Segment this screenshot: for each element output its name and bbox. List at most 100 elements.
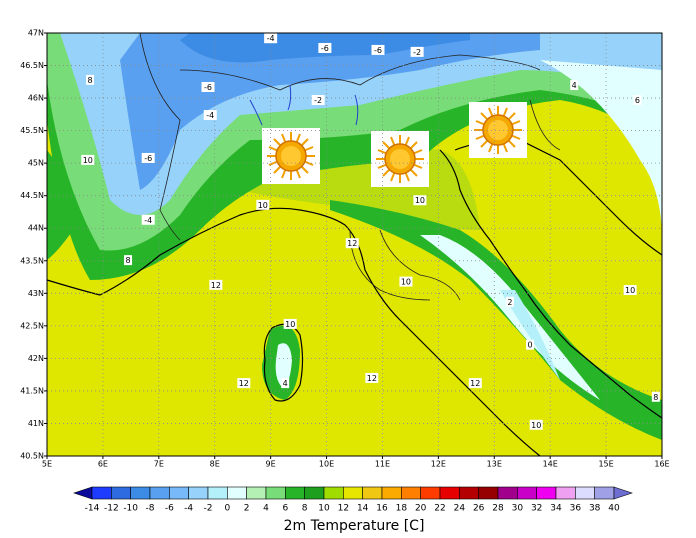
colorbar-label: 26: [473, 504, 485, 514]
colorbar-swatch: [439, 486, 460, 500]
contour-label: -6: [204, 83, 212, 92]
contour-label-box: [505, 296, 514, 307]
contour-label: -4: [267, 34, 275, 43]
contour-label: 10: [401, 278, 411, 287]
contour-label: 12: [211, 281, 221, 290]
contour-label-box: [410, 46, 424, 57]
y-tick-label: 44N: [28, 224, 44, 233]
contour-label-box: [283, 318, 297, 329]
colorbar-swatch: [536, 486, 557, 500]
contour-label-box: [468, 378, 482, 389]
colorbar-swatch: [149, 486, 170, 500]
y-tick-label: 40.5N: [20, 452, 44, 461]
contour-label: 12: [239, 379, 249, 388]
x-tick-label: 13E: [487, 460, 502, 469]
contour-label: 10: [625, 286, 635, 295]
contour-label: 10: [531, 421, 541, 430]
colorbar-label: -10: [123, 504, 138, 514]
y-tick-label: 43.5N: [20, 256, 44, 265]
colorbar-label: 2: [244, 504, 250, 514]
contour-label-box: [526, 339, 535, 350]
contour-label-box: [311, 95, 325, 106]
contour-label-box: [201, 82, 215, 93]
contour-label-box: [141, 152, 155, 163]
colorbar-swatch: [362, 486, 383, 500]
colorbar-label: -12: [104, 504, 119, 514]
colorbar-swatch: [130, 486, 151, 500]
colorbar-swatch: [420, 486, 441, 500]
x-tick-label: 5E: [42, 460, 52, 469]
colorbar-swatch: [497, 486, 518, 500]
contour-label-box: [651, 391, 660, 402]
colorbar-swatch: [91, 486, 112, 500]
contour-label-box: [318, 42, 332, 53]
contour-label-box: [237, 378, 251, 389]
x-tick-label: 9E: [266, 460, 276, 469]
colorbar-label: 32: [531, 504, 542, 514]
colorbar-label: 24: [454, 504, 466, 514]
colorbar-swatch: [343, 486, 363, 500]
colorbar-swatch: [111, 486, 131, 500]
contour-label: 10: [285, 320, 295, 329]
colorbar-swatch: [381, 486, 402, 500]
contour-label-box: [141, 214, 155, 225]
colorbar-swatch: [169, 486, 189, 500]
y-tick-label: 47N: [28, 29, 44, 38]
x-tick-label: 12E: [431, 460, 446, 469]
colorbar-label: -4: [184, 504, 193, 514]
colorbar-swatch: [555, 486, 576, 500]
colorbar-label: -2: [204, 504, 213, 514]
contour-label: -2: [413, 48, 421, 57]
contour-label-box: [399, 276, 413, 287]
y-tick-label: 46N: [28, 94, 44, 103]
contour-label: -6: [374, 46, 382, 55]
contour-label-box: [365, 372, 379, 383]
contour-label: 4: [283, 379, 288, 388]
contour-label: 2: [507, 298, 512, 307]
contour-label-box: [570, 80, 579, 91]
contour-label: 10: [415, 196, 425, 205]
x-tick-label: 10E: [319, 460, 334, 469]
y-tick-label: 43N: [28, 289, 44, 298]
y-tick-label: 42.5N: [20, 321, 44, 330]
colorbar-label: 34: [550, 504, 562, 514]
colorbar-label: 36: [570, 504, 582, 514]
contour-label-box: [529, 419, 543, 430]
colorbar-label: 18: [396, 504, 408, 514]
contour-label-box: [281, 378, 290, 389]
colorbar-swatch: [246, 486, 267, 500]
contour-label-box: [264, 33, 278, 44]
contour-label: 12: [367, 374, 377, 383]
colorbar-swatch: [285, 486, 305, 500]
colorbar-swatch: [517, 486, 537, 500]
contour-label-box: [371, 44, 385, 55]
contour-label: 8: [126, 256, 131, 265]
x-tick-label: 8E: [210, 460, 220, 469]
colorbar-swatch: [188, 486, 209, 500]
colorbar-label: 22: [434, 504, 445, 514]
contour-label-box: [209, 279, 223, 290]
contour-label-box: [81, 154, 95, 165]
contour-label: -4: [144, 216, 152, 225]
x-tick-label: 7E: [154, 460, 164, 469]
colorbar-swatch: [401, 486, 421, 500]
y-tick-label: 41N: [28, 419, 44, 428]
y-tick-label: 41.5N: [20, 386, 44, 395]
contour-label: 6: [635, 96, 640, 105]
y-tick-label: 46.5N: [20, 61, 44, 70]
colorbar-swatch: [265, 486, 286, 500]
contour-label: 8: [88, 76, 93, 85]
colorbar-arrow: [613, 486, 633, 500]
y-tick-label: 44.5N: [20, 191, 44, 200]
colorbar-swatch: [575, 486, 595, 500]
colorbar-label: 30: [512, 504, 524, 514]
contour-label: -4: [206, 111, 214, 120]
contour-label-box: [86, 74, 95, 85]
contour-label: -2: [314, 96, 322, 105]
colorbar-label: -6: [165, 504, 174, 514]
colorbar-label: 28: [492, 504, 504, 514]
colorbar-label: 16: [376, 504, 388, 514]
colorbar-arrow: [73, 486, 93, 500]
